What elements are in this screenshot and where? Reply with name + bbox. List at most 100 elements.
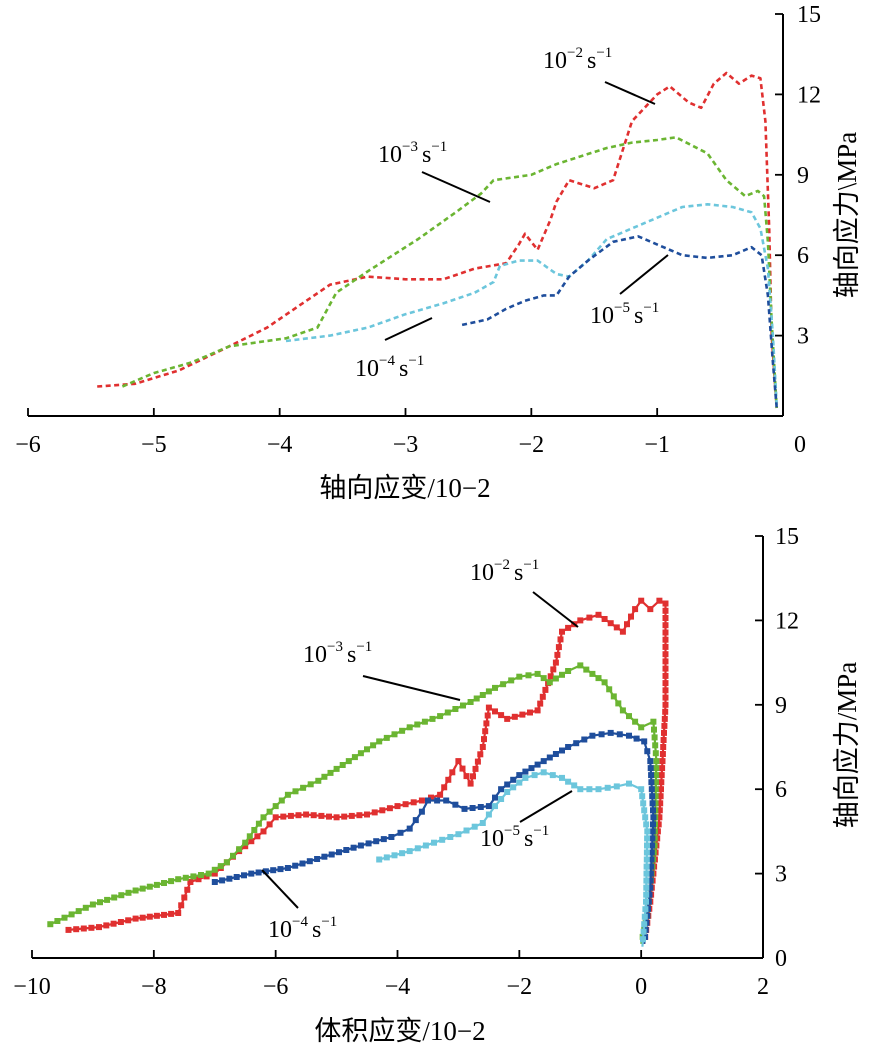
data-point-marker bbox=[577, 662, 584, 669]
data-point-marker bbox=[198, 872, 204, 878]
data-point-marker bbox=[321, 773, 328, 780]
data-point-marker bbox=[571, 782, 578, 789]
data-point-marker bbox=[589, 670, 596, 677]
data-point-marker bbox=[455, 831, 462, 838]
data-point-marker bbox=[619, 707, 626, 714]
data-point-marker bbox=[65, 926, 72, 933]
data-point-marker bbox=[125, 917, 132, 924]
data-point-marker bbox=[452, 706, 459, 712]
data-point-marker bbox=[619, 628, 626, 635]
data-point-marker bbox=[178, 902, 185, 909]
data-point-marker bbox=[525, 672, 532, 679]
data-point-marker bbox=[500, 681, 507, 688]
data-point-marker bbox=[626, 713, 632, 720]
data-point-marker bbox=[399, 850, 406, 857]
data-point-marker bbox=[642, 906, 649, 913]
data-point-marker bbox=[540, 675, 547, 682]
data-point-marker bbox=[651, 734, 658, 741]
data-point-marker bbox=[277, 866, 284, 873]
data-point-marker bbox=[640, 800, 647, 807]
x-tick-label: −2 bbox=[507, 974, 533, 1000]
data-point-marker bbox=[613, 624, 620, 631]
data-point-marker bbox=[550, 666, 557, 673]
data-point-marker bbox=[643, 884, 650, 891]
series-annotation-label: 10−4 s−1 bbox=[268, 914, 337, 943]
data-point-marker bbox=[492, 708, 498, 715]
data-point-marker bbox=[412, 817, 419, 824]
series-annotation-label: 10−2 s−1 bbox=[470, 557, 539, 586]
data-point-marker bbox=[479, 692, 486, 698]
data-point-marker bbox=[463, 773, 470, 780]
data-point-marker bbox=[383, 854, 390, 861]
data-point-marker bbox=[595, 611, 602, 618]
data-point-marker bbox=[552, 751, 559, 757]
data-point-marker bbox=[117, 919, 124, 925]
data-point-marker bbox=[661, 715, 668, 722]
data-point-marker bbox=[132, 915, 139, 922]
data-point-marker bbox=[652, 779, 659, 786]
data-point-marker bbox=[559, 747, 565, 754]
data-point-marker bbox=[452, 801, 459, 808]
data-point-marker bbox=[498, 796, 505, 802]
data-point-marker bbox=[187, 879, 194, 885]
bottom-chart-panel: −10 −8 −6 −4 −2 0 203691215体积应变/10−2轴向应力/MPa10… bbox=[13, 524, 862, 1046]
data-point-marker bbox=[643, 849, 650, 856]
data-point-marker bbox=[96, 924, 102, 931]
data-point-marker bbox=[565, 744, 572, 750]
data-point-marker bbox=[314, 856, 321, 862]
data-point-marker bbox=[429, 715, 436, 722]
data-point-marker bbox=[272, 814, 279, 821]
data-point-marker bbox=[441, 784, 448, 791]
data-point-marker bbox=[516, 673, 523, 680]
x-tick-label: −6 bbox=[15, 432, 41, 458]
data-point-marker bbox=[399, 727, 406, 734]
data-point-marker bbox=[211, 879, 218, 885]
annotation-leader-line bbox=[362, 675, 461, 701]
data-point-marker bbox=[479, 744, 486, 750]
x-axis-title: 体积应变/10−2 bbox=[314, 1016, 485, 1046]
data-point-marker bbox=[549, 772, 556, 779]
data-point-marker bbox=[219, 877, 226, 884]
data-point-marker bbox=[648, 786, 655, 793]
data-point-marker bbox=[660, 737, 667, 743]
data-point-marker bbox=[583, 666, 590, 673]
data-point-marker bbox=[255, 869, 262, 876]
data-point-marker bbox=[650, 814, 657, 821]
data-point-marker bbox=[485, 811, 492, 818]
data-point-marker bbox=[146, 883, 153, 890]
data-point-marker bbox=[260, 814, 267, 821]
x-tick-label: −1 bbox=[644, 432, 670, 458]
data-point-marker bbox=[577, 617, 584, 624]
data-point-marker bbox=[327, 769, 334, 776]
data-point-marker bbox=[287, 812, 294, 819]
data-point-marker bbox=[88, 924, 95, 931]
data-point-marker bbox=[299, 860, 306, 867]
data-point-marker bbox=[295, 812, 302, 819]
data-point-marker bbox=[437, 791, 444, 798]
data-point-marker bbox=[139, 885, 146, 892]
data-point-marker bbox=[473, 695, 480, 702]
data-point-marker bbox=[648, 863, 655, 870]
data-point-marker bbox=[391, 852, 398, 859]
y-tick-label: 3 bbox=[775, 862, 787, 888]
data-point-marker bbox=[364, 746, 370, 753]
data-point-marker bbox=[284, 791, 291, 798]
data-point-marker bbox=[660, 744, 667, 750]
data-point-marker bbox=[75, 908, 82, 915]
data-point-marker bbox=[659, 765, 666, 772]
data-point-marker bbox=[153, 912, 160, 919]
data-point-marker bbox=[641, 738, 648, 745]
data-point-marker bbox=[607, 620, 614, 627]
data-point-marker bbox=[485, 803, 492, 810]
data-point-marker bbox=[615, 700, 622, 707]
data-point-marker bbox=[246, 833, 253, 840]
y-tick-label: 6 bbox=[797, 243, 809, 269]
data-point-marker bbox=[552, 675, 559, 682]
data-point-marker bbox=[508, 677, 515, 684]
data-point-marker bbox=[421, 718, 428, 725]
data-point-marker bbox=[638, 786, 645, 793]
data-point-marker bbox=[652, 742, 659, 749]
series-line bbox=[121, 136, 778, 409]
data-point-marker bbox=[326, 813, 332, 820]
data-point-marker bbox=[483, 720, 490, 727]
